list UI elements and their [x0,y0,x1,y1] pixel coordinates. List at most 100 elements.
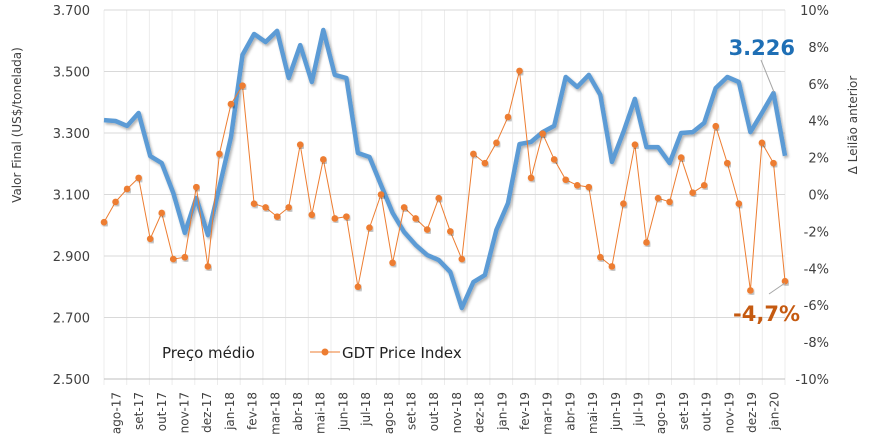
x-tick-label: mar-19 [541,392,555,435]
data-point-gdt-price-index [516,67,523,75]
series-line-gdt-price-index [103,70,786,291]
x-tick-label: out-17 [155,392,169,431]
data-point-gdt-price-index [539,130,546,137]
x-tick-label: dez-19 [745,392,759,433]
data-point-gdt-price-index [700,181,708,189]
data-point-gdt-price-index [747,287,754,294]
x-tick-label: dez-17 [200,392,214,433]
data-point-gdt-price-index [285,204,292,211]
x-tick-label: set-18 [404,392,418,430]
data-point-gdt-price-index [354,283,362,291]
x-tick-label: jan-18 [223,392,237,431]
x-tick-label: set-19 [677,392,691,430]
x-tick-label: nov-18 [450,392,464,433]
data-point-gdt-price-index [654,194,662,202]
data-point-gdt-price-index [112,198,119,206]
left-tick-label: 3.500 [53,66,90,81]
x-axis-ticks: ago-17 set-17 out-17 nov-17 dez-17 jan-18 fev-… [104,378,785,435]
x-tick-label: jan-19 [495,392,509,431]
data-point-gdt-price-index [608,263,616,270]
right-tick-label: -4% [804,262,829,277]
right-tick-label: -6% [804,299,829,314]
data-point-gdt-price-index [169,255,177,263]
data-point-gdt-price-index [758,139,766,147]
x-tick-label: ago-19 [654,392,668,434]
x-tick-label: fev-18 [246,392,260,430]
data-point-gdt-price-index [273,213,281,220]
right-axis-ticks: -10% -8% -6% -4% -2% 0% 2% 4% 6% 8% 10% [795,4,829,388]
data-point-gdt-price-index [712,122,720,130]
legend-marker-gdt [321,348,329,356]
data-point-gdt-price-index [770,159,777,167]
x-tick-label: dez-18 [473,392,487,433]
data-point-gdt-price-index [262,204,269,211]
x-tick-label: ago-17 [109,392,123,434]
legend: Preço médio GDT Price Index [126,344,462,362]
right-tick-label: 10% [800,4,829,19]
x-tick-label: jul-18 [359,392,373,427]
x-tick-label: abr-18 [291,392,305,431]
x-tick-label: mai-19 [586,392,600,434]
data-point-gdt-price-index [216,150,223,158]
data-point-gdt-price-index [677,154,685,161]
data-point-gdt-price-index [735,200,743,208]
series-line-preco-medio [103,27,788,311]
x-tick-label: mar-18 [268,392,282,435]
data-point-gdt-price-index [689,189,696,196]
data-point-gdt-price-index [412,215,419,222]
data-point-gdt-price-index [389,259,396,267]
data-point-gdt-price-index [423,226,431,233]
legend-label-preco-medio: Preço médio [162,344,255,362]
data-point-gdt-price-index [435,194,443,202]
data-point-gdt-price-index [550,156,558,163]
data-point-gdt-price-index [458,255,466,263]
x-tick-label: set-17 [132,392,146,430]
right-tick-label: -8% [804,336,829,351]
data-point-gdt-price-index [227,100,235,108]
right-tick-label: 0% [808,189,829,204]
x-tick-label: mai-18 [314,392,328,434]
data-point-gdt-price-index [343,213,350,220]
data-point-gdt-price-index [493,139,500,147]
data-point-gdt-price-index [181,253,189,261]
data-point-gdt-price-index [123,185,131,193]
x-tick-label: ago-18 [382,392,396,434]
right-tick-label: 2% [808,152,829,167]
data-point-gdt-price-index [562,176,569,184]
data-point-gdt-price-index [146,235,154,243]
x-tick-label: fev-19 [518,392,532,430]
x-tick-label: out-19 [700,392,714,431]
x-tick-label: jun-18 [336,392,350,431]
right-tick-label: 6% [808,78,829,93]
left-axis-title: Valor Final (US$/tonelada) [10,47,24,203]
data-point-gdt-price-index [470,150,477,158]
data-point-gdt-price-index [239,82,246,89]
left-tick-label: 3.700 [53,4,90,19]
left-tick-label: 2.700 [53,312,90,327]
data-point-gdt-price-index [666,198,673,206]
data-point-gdt-price-index [377,191,385,198]
annotation-leader-price [760,59,775,93]
data-point-gdt-price-index [585,183,593,191]
data-point-gdt-price-index [781,277,789,285]
data-point-gdt-price-index [135,174,142,182]
data-point-gdt-price-index [643,239,650,246]
data-point-gdt-price-index [250,200,258,208]
right-tick-label: 4% [808,115,829,130]
annotation-gdt: -4,7% [733,302,800,326]
data-point-gdt-price-index [204,263,212,270]
right-tick-label: -2% [804,225,829,240]
data-point-gdt-price-index [527,174,535,182]
data-point-gdt-price-index [193,183,200,191]
x-tick-label: jul-19 [631,392,645,427]
data-point-gdt-price-index [400,204,408,211]
data-point-gdt-price-index [504,113,512,121]
x-tick-label: jun-19 [609,392,623,431]
annotation-price: 3.226 [729,36,795,60]
data-point-gdt-price-index [308,211,316,219]
data-point-gdt-price-index [100,218,108,226]
data-point-gdt-price-index [723,159,731,167]
data-point-gdt-price-index [481,159,489,167]
data-point-gdt-price-index [573,181,581,189]
